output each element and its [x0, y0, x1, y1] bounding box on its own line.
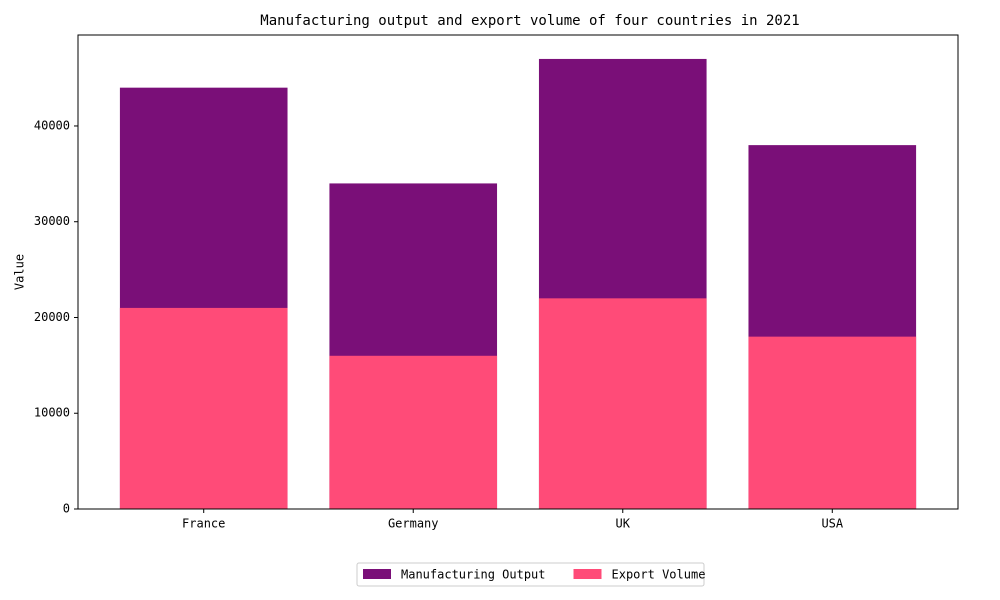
legend-swatch	[573, 569, 602, 579]
y-tick-label: 0	[63, 502, 70, 516]
y-tick-label: 10000	[34, 406, 70, 420]
legend-box	[356, 562, 705, 587]
y-tick-label: 40000	[34, 118, 70, 132]
legend-swatch	[363, 569, 391, 579]
plot-frame	[77, 34, 959, 510]
chart-title: Manufacturing output and export volume o…	[260, 13, 799, 29]
x-tick-label: UK	[616, 517, 631, 531]
x-tick-label: USA	[821, 517, 843, 531]
x-tick-label: Germany	[388, 517, 439, 531]
legend-label: Export Volume	[612, 568, 706, 582]
bar	[329, 355, 498, 509]
y-tick-label: 30000	[34, 214, 70, 228]
bar	[748, 336, 917, 509]
bar	[119, 307, 288, 509]
y-axis-label: Value	[13, 254, 27, 290]
y-tick-label: 20000	[34, 310, 70, 324]
legend-label: Manufacturing Output	[401, 568, 546, 582]
bar	[538, 298, 707, 509]
x-tick-label: France	[182, 517, 225, 531]
